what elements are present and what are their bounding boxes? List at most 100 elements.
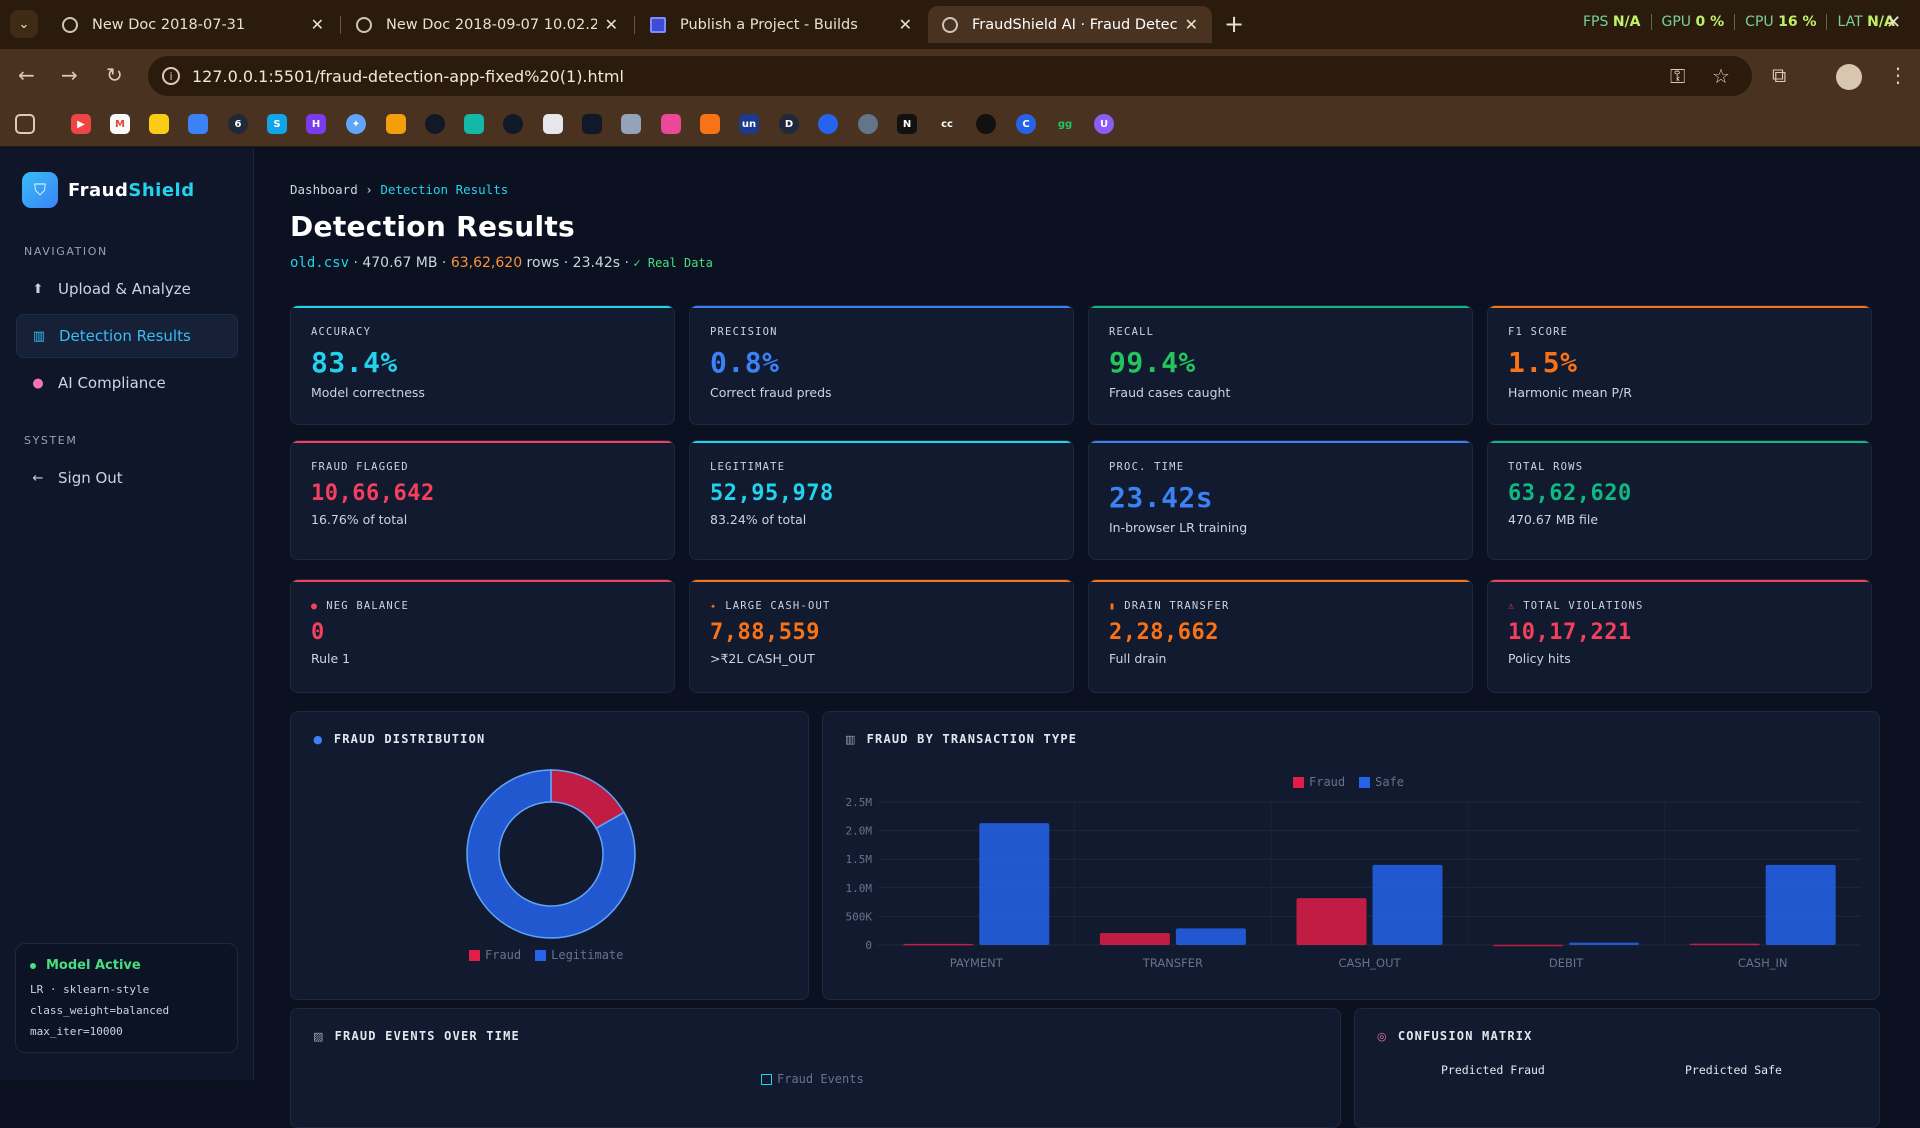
tab-new-doc-1[interactable]: New Doc 2018-07-31 ✕ bbox=[48, 6, 338, 43]
bar-fraud-debit[interactable] bbox=[1493, 944, 1564, 947]
donut-slice-legitimate[interactable] bbox=[466, 769, 636, 939]
metric-sub: Harmonic mean P/R bbox=[1508, 385, 1632, 400]
sidebar-item-upload[interactable]: ⬆ Upload & Analyze bbox=[16, 267, 238, 311]
menu-kebab-icon[interactable]: ⋮ bbox=[1888, 63, 1908, 87]
password-key-icon[interactable]: ⚿ bbox=[1670, 64, 1686, 88]
bookmark-icon-6[interactable]: S bbox=[267, 114, 287, 134]
extensions-icon[interactable]: ⧉ bbox=[1772, 63, 1787, 87]
apps-grid-icon[interactable] bbox=[15, 114, 35, 134]
sign-out-button[interactable]: ← Sign Out bbox=[16, 456, 238, 500]
bookmark-icon-15[interactable] bbox=[621, 114, 641, 134]
sidebar-item-results[interactable]: ▥ Detection Results bbox=[16, 314, 238, 358]
bar-safe-payment[interactable] bbox=[979, 823, 1050, 945]
close-icon[interactable]: ✕ bbox=[1184, 15, 1198, 34]
metric-icon: ⚠ bbox=[1508, 600, 1516, 612]
metric-label: ⚠ TOTAL VIOLATIONS bbox=[1508, 600, 1851, 612]
github-icon-2[interactable] bbox=[503, 114, 523, 134]
metric-value: 7,88,559 bbox=[710, 620, 820, 645]
bookmark-icon-9[interactable] bbox=[386, 114, 406, 134]
tab-new-doc-2[interactable]: New Doc 2018-09-07 10.02.26 ✕ bbox=[342, 6, 632, 43]
cpu-value: 16 % bbox=[1778, 14, 1817, 30]
metric-card-accuracy: ACCURACY 83.4% Model correctness bbox=[290, 305, 675, 425]
metric-value: 10,17,221 bbox=[1508, 620, 1632, 645]
forward-arrow-icon[interactable]: → bbox=[61, 63, 78, 87]
bookmark-icon-7[interactable]: H bbox=[306, 114, 326, 134]
brand-name: FraudShield bbox=[68, 180, 195, 201]
metric-sub: Correct fraud preds bbox=[710, 385, 832, 400]
brand-logo[interactable]: ⛉ FraudShield bbox=[22, 172, 195, 208]
bookmark-star-icon[interactable]: ☆ bbox=[1712, 64, 1730, 88]
panel-title: FRAUD EVENTS OVER TIME bbox=[334, 1029, 520, 1043]
gmail-icon[interactable]: M bbox=[110, 114, 130, 134]
bookmark-icon-25[interactable]: C bbox=[1016, 114, 1036, 134]
bookmark-icon-17[interactable] bbox=[700, 114, 720, 134]
x-tick-label: PAYMENT bbox=[950, 956, 1004, 970]
close-icon[interactable]: ✕ bbox=[898, 15, 912, 34]
bookmark-icon-16[interactable] bbox=[661, 114, 681, 134]
legend-legit: Legitimate bbox=[551, 948, 624, 962]
site-info-icon[interactable]: i bbox=[162, 67, 180, 85]
tab-title: Publish a Project - Builds bbox=[680, 16, 858, 33]
back-arrow-icon[interactable]: ← bbox=[18, 63, 35, 87]
gemini-icon[interactable]: ✦ bbox=[346, 114, 366, 134]
metric-label: RECALL bbox=[1109, 326, 1452, 338]
bar-safe-transfer[interactable] bbox=[1175, 928, 1246, 945]
metric-card-legitimate: LEGITIMATE 52,95,978 83.24% of total bbox=[689, 440, 1074, 560]
arrow-left-icon: ← bbox=[32, 470, 44, 486]
bookmark-icon-14[interactable] bbox=[582, 114, 602, 134]
tab-fraudshield[interactable]: FraudShield AI · Fraud Detection ✕ bbox=[928, 6, 1212, 43]
bar-fraud-payment[interactable] bbox=[903, 943, 974, 946]
bookmark-icon-23[interactable]: cc bbox=[941, 118, 953, 130]
bookmark-icon-20[interactable] bbox=[818, 114, 838, 134]
bar-safe-debit[interactable] bbox=[1569, 942, 1640, 945]
bookmark-icon-4[interactable] bbox=[188, 114, 208, 134]
bookmark-icon-27[interactable]: U bbox=[1094, 114, 1114, 134]
bookmark-icon-13[interactable] bbox=[543, 114, 563, 134]
new-tab-button[interactable]: + bbox=[1224, 10, 1245, 38]
sign-out-label: Sign Out bbox=[58, 469, 123, 487]
bookmark-icon-11[interactable] bbox=[464, 114, 484, 134]
reload-icon[interactable]: ↻ bbox=[106, 63, 123, 87]
github-icon[interactable] bbox=[425, 114, 445, 134]
bookmark-icon-24[interactable] bbox=[976, 114, 996, 134]
metric-card-fraud-flagged: FRAUD FLAGGED 10,66,642 16.76% of total bbox=[290, 440, 675, 560]
youtube-icon[interactable]: ▶ bbox=[71, 114, 91, 134]
unstop-icon[interactable]: un bbox=[739, 114, 759, 134]
metric-label: F1 SCORE bbox=[1508, 326, 1851, 338]
legend-swatch-legit bbox=[535, 949, 547, 961]
bookmark-icon-21[interactable] bbox=[858, 114, 878, 134]
profile-avatar-icon[interactable] bbox=[1836, 64, 1862, 90]
bar-fraud-transfer[interactable] bbox=[1099, 932, 1170, 945]
metric-label-text: LEGITIMATE bbox=[710, 461, 786, 473]
sidebar-item-label: Upload & Analyze bbox=[58, 280, 191, 298]
gpu-value: 0 % bbox=[1695, 14, 1725, 30]
bookmark-icon-5[interactable]: 6 bbox=[228, 114, 248, 134]
tab-publish-builds[interactable]: Publish a Project - Builds ✕ bbox=[636, 6, 926, 43]
bookmark-icon-19[interactable]: D bbox=[779, 114, 799, 134]
nav-heading: NAVIGATION bbox=[24, 245, 108, 258]
window-close-icon[interactable]: ✕ bbox=[1886, 12, 1902, 33]
metric-sub: Fraud cases caught bbox=[1109, 385, 1231, 400]
sidebar-item-compliance[interactable]: ● AI Compliance bbox=[16, 361, 238, 405]
bar-fraud-cash_out[interactable] bbox=[1296, 898, 1367, 945]
metric-label-text: DRAIN TRANSFER bbox=[1124, 600, 1230, 612]
brand-name-a: Fraud bbox=[68, 179, 129, 201]
omnibox[interactable]: i 127.0.0.1:5501/fraud-detection-app-fix… bbox=[148, 56, 1752, 96]
breadcrumb-root[interactable]: Dashboard bbox=[290, 182, 358, 197]
legend-swatch-fraud bbox=[1293, 776, 1304, 788]
metric-label-text: PRECISION bbox=[710, 326, 778, 338]
globe-icon bbox=[356, 16, 372, 33]
url-text[interactable]: 127.0.0.1:5501/fraud-detection-app-fixed… bbox=[192, 66, 624, 86]
bar-safe-cash_out[interactable] bbox=[1372, 864, 1443, 945]
tab-title: New Doc 2018-09-07 10.02.26 bbox=[386, 16, 597, 33]
tab-search-dropdown[interactable]: ⌄ bbox=[10, 10, 38, 38]
bar-fraud-cash_in[interactable] bbox=[1689, 943, 1760, 946]
keep-icon[interactable] bbox=[149, 114, 169, 134]
close-icon[interactable]: ✕ bbox=[310, 15, 324, 34]
gfg-icon[interactable]: gg bbox=[1057, 118, 1073, 130]
legend-fraud: Fraud bbox=[485, 948, 522, 962]
close-icon[interactable]: ✕ bbox=[604, 15, 618, 34]
metric-value: 10,66,642 bbox=[311, 481, 435, 506]
bookmark-icon-22[interactable]: N bbox=[897, 114, 917, 134]
bar-safe-cash_in[interactable] bbox=[1765, 864, 1836, 945]
